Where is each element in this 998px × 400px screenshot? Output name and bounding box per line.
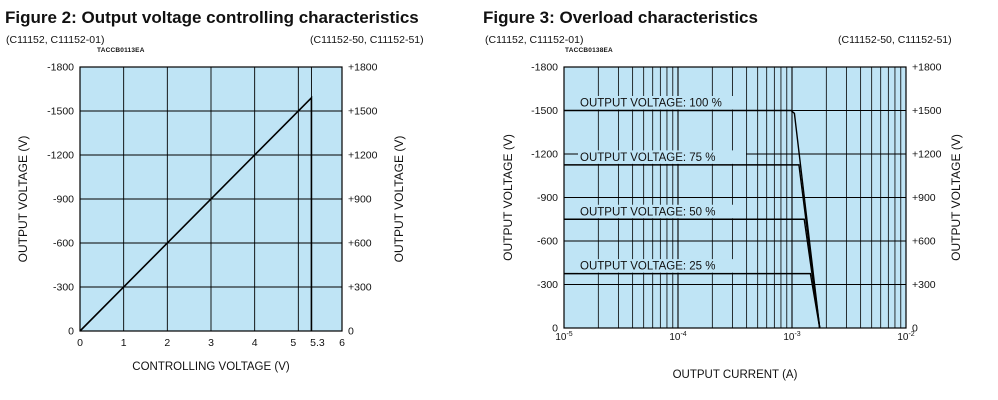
chart1-series-line-1 xyxy=(79,95,313,332)
chart2-x-tick-label: 10-5 xyxy=(555,331,572,343)
chart1-x-tick-label: 6 xyxy=(339,337,345,349)
chart2-y-tick-label-right: +1500 xyxy=(912,105,942,117)
chart1-plot-frame xyxy=(79,66,343,332)
chart2-series-label-bg xyxy=(578,204,746,219)
chart1-y-tick-label-right: +1200 xyxy=(348,150,378,162)
chart2-series-label-1: OUTPUT VOLTAGE: 100 % xyxy=(580,98,722,110)
chart2-y-tick-label-right: 0 xyxy=(912,323,918,335)
chart1-x-axis-label: CONTROLLING VOLTAGE (V) xyxy=(132,361,290,373)
chart1-y-tick-label-left: -1800 xyxy=(47,62,74,74)
chart2-x-tick-label: 10-3 xyxy=(783,331,800,343)
chart2-series-line-2 xyxy=(564,164,821,329)
chart2-series-label-2: OUTPUT VOLTAGE: 75 % xyxy=(580,152,715,164)
chart2-y-tick-label-left: 0 xyxy=(552,323,558,335)
chart2-series-label-3: OUTPUT VOLTAGE: 50 % xyxy=(580,206,715,218)
chart1-x-tick-label: 5.3 xyxy=(310,337,325,349)
chart1-y-tick-label-right: +600 xyxy=(348,238,372,250)
chart1-y-axis-label-right: OUTPUT VOLTAGE (V) xyxy=(392,136,406,263)
chart2-y-tick-label-right: +1200 xyxy=(912,149,942,161)
chart1-y-tick-label-right: +300 xyxy=(348,282,372,294)
chart1-y-tick-label-right: +1500 xyxy=(348,106,378,118)
chart1-x-tick-label: 4 xyxy=(252,337,258,349)
chart2-y-tick-label-right: +900 xyxy=(912,192,936,204)
chart2-y-tick-label-left: -600 xyxy=(537,236,558,248)
chart2-y-tick-label-right: +1800 xyxy=(912,62,942,74)
chart2-y-tick-label-right: +300 xyxy=(912,279,936,291)
chart2-plot-frame xyxy=(563,66,907,329)
chart1-y-tick-label-left: 0 xyxy=(68,326,74,338)
chart2-series-line-1 xyxy=(564,109,821,329)
chart1-y-tick-label-left: -1500 xyxy=(47,106,74,118)
figure-2-right-models: (C11152-50, C11152-51) xyxy=(310,34,424,46)
chart2-series-label-4: OUTPUT VOLTAGE: 25 % xyxy=(580,261,715,273)
chart2-y-axis-label-left: OUTPUT VOLTAGE (V) xyxy=(501,134,515,261)
chart2-y-tick-label-left: -1200 xyxy=(531,149,558,161)
figure-2-title: Figure 2: Output voltage controlling cha… xyxy=(5,8,419,27)
chart2-series-line-4 xyxy=(564,272,821,329)
chart2-y-tick-label-left: -300 xyxy=(537,279,558,291)
chart1-x-tick-label: 3 xyxy=(208,337,214,349)
chart2-x-axis-label: OUTPUT CURRENT (A) xyxy=(673,369,798,381)
chart1-y-tick-label-left: -1200 xyxy=(47,150,74,162)
chart1-x-tick-label: 1 xyxy=(121,337,127,349)
figure-3-title: Figure 3: Overload characteristics xyxy=(483,8,758,27)
chart1-x-tick-label: 2 xyxy=(164,337,170,349)
chart2-series-label-bg xyxy=(578,96,746,110)
figure-3-right-models: (C11152-50, C11152-51) xyxy=(838,34,952,46)
figure-2-code: TACCB0113EA xyxy=(97,47,145,54)
figure-3-code: TACCB0138EA xyxy=(565,47,613,54)
chart1-y-tick-label-right: +900 xyxy=(348,194,372,206)
chart1-y-tick-label-left: -600 xyxy=(53,238,74,250)
chart2-y-tick-label-right: +600 xyxy=(912,236,936,248)
chart2-y-axis-label-right: OUTPUT VOLTAGE (V) xyxy=(949,134,963,261)
chart1-y-tick-label-right: +1800 xyxy=(348,62,378,74)
chart2-y-tick-label-left: -1500 xyxy=(531,105,558,117)
chart1-y-tick-label-right: 0 xyxy=(348,326,354,338)
chart2-series-label-bg xyxy=(578,259,746,273)
chart1-y-tick-label-left: -900 xyxy=(53,194,74,206)
chart1-y-tick-label-left: -300 xyxy=(53,282,74,294)
chart1-y-axis-label-left: OUTPUT VOLTAGE (V) xyxy=(16,136,30,263)
chart2-x-tick-label: 10-4 xyxy=(669,331,686,343)
chart2-x-tick-label: 10-2 xyxy=(897,331,914,343)
chart1-x-tick-label: 0 xyxy=(77,337,83,349)
chart2-y-tick-label-left: -900 xyxy=(537,192,558,204)
chart2-y-tick-label-left: -1800 xyxy=(531,62,558,74)
chart2-series-line-3 xyxy=(564,218,821,329)
chart1-x-tick-label: 5 xyxy=(290,337,296,349)
figure-3-left-models: (C11152, C11152-01) xyxy=(485,34,584,46)
figure-2-left-models: (C11152, C11152-01) xyxy=(6,34,105,46)
chart2-series-label-bg xyxy=(578,150,746,164)
